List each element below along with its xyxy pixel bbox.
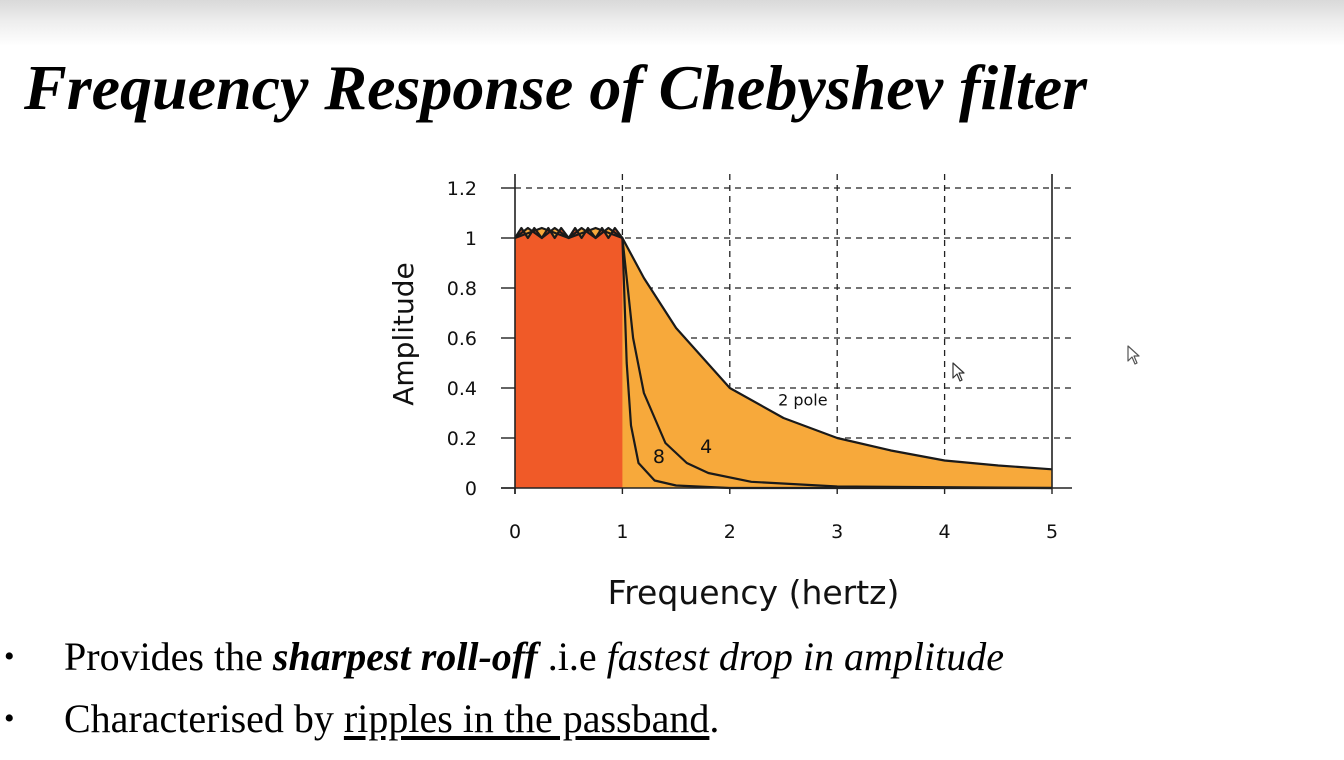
bullet-underline-ripples-in-passband: ripples in the passband <box>343 696 710 741</box>
bullet-emphasis-fastest-drop: fastest drop in amplitude <box>606 634 1004 679</box>
bullet-text: . <box>709 696 720 741</box>
y-tick-label: 1.2 <box>447 178 477 200</box>
y-tick-label: 0.4 <box>447 378 477 400</box>
x-axis-label: Frequency (hertz) <box>608 573 900 612</box>
bullet-text: Provides the <box>64 634 273 679</box>
bullet-sharpest-rolloff: • Provides the sharpest roll-off .i.e fa… <box>0 628 1004 690</box>
bullet-emphasis-sharpest-rolloff: sharpest roll-off <box>272 634 538 679</box>
series-line-2-pole <box>514 226 1053 471</box>
frequency-response-chart: 0 1 2 3 4 5 0 0.2 0.4 0.6 0.8 1 1.2 Frequency (hertz)… <box>387 174 1072 612</box>
y-tick-label: 0.8 <box>447 278 477 300</box>
mouse-pointer-icon <box>1127 345 1140 365</box>
y-axis-label: Amplitude <box>387 262 420 406</box>
y-tick-label: 0 <box>465 478 477 500</box>
series-line-8 <box>514 226 1052 490</box>
mouse-pointer-icon <box>952 362 965 382</box>
bullet-text: Characterised by <box>64 696 344 741</box>
bullet-ripples: • Characterised by ripples in the passba… <box>0 690 1004 752</box>
top-shade-band <box>0 0 1344 46</box>
bullet-list: • Provides the sharpest roll-off .i.e fa… <box>0 628 1004 752</box>
x-tick-label: 1 <box>616 521 628 543</box>
slide-title: Frequency Response of Chebyshev filter <box>24 52 1087 123</box>
series-label-2-pole: 2 pole <box>778 391 828 410</box>
y-tick-label: 0.2 <box>447 428 477 450</box>
x-tick-label: 3 <box>831 521 843 543</box>
x-tick-label: 4 <box>939 521 951 543</box>
area-4-pole <box>515 228 1052 488</box>
y-tick-label: 1 <box>465 228 477 250</box>
passband-area <box>515 238 623 488</box>
series-label-4: 4 <box>700 436 712 458</box>
x-tick-label: 2 <box>724 521 736 543</box>
bullet-marker: • <box>4 640 15 673</box>
x-tick-label: 0 <box>509 521 521 543</box>
bullet-text: .i.e <box>537 634 607 679</box>
series-label-8: 8 <box>653 446 665 468</box>
bullet-marker: • <box>4 702 15 735</box>
x-tick-label: 5 <box>1046 521 1058 543</box>
y-tick-label: 0.6 <box>447 328 477 350</box>
